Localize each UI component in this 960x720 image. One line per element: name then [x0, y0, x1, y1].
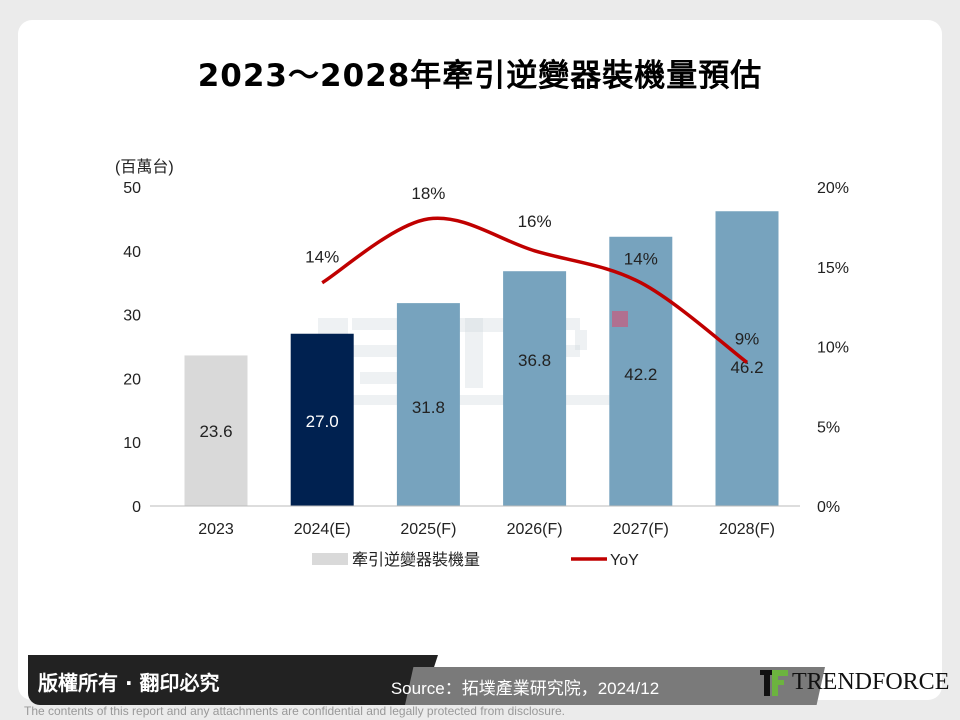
y2-tick-label: 0% [817, 499, 840, 516]
x-tick-label: 2023 [198, 521, 234, 538]
y2-tick-label: 5% [817, 419, 840, 436]
y2-tick-label: 15% [817, 260, 849, 277]
bar-2023 [184, 355, 248, 506]
logo-text: TRENDFORCE [792, 668, 950, 695]
bar-2028(F) [715, 211, 779, 506]
yoy-label: 16% [518, 212, 552, 231]
bar-2024(E) [290, 333, 354, 506]
bar-value-label: 31.8 [412, 398, 445, 417]
x-tick-label: 2028(F) [719, 521, 775, 538]
watermark-dot [612, 311, 628, 327]
x-tick-label: 2026(F) [507, 521, 563, 538]
yoy-label: 14% [624, 250, 658, 269]
x-tick-label: 2027(F) [613, 521, 669, 538]
y-tick-label: 20 [123, 371, 141, 388]
watermark-block [320, 395, 630, 405]
slide-card [18, 20, 942, 700]
y-tick-label: 50 [123, 180, 141, 197]
watermark-logo [318, 318, 630, 405]
bar-2026(F) [503, 271, 567, 506]
watermark-block [465, 318, 483, 388]
y-axis-unit: (百萬台) [115, 158, 174, 176]
footer-band [28, 655, 438, 705]
bar-value-label: 36.8 [518, 351, 551, 370]
bar-value-label: 46.2 [730, 358, 763, 377]
copyright-text: 版權所有 · 翻印必究 [38, 671, 220, 695]
x-tick-label: 2025(F) [400, 521, 456, 538]
legend-line-label: YoY [610, 552, 639, 569]
y-tick-label: 30 [123, 308, 141, 325]
source-text: Source：拓墣產業研究院，2024/12 [390, 679, 660, 698]
legend-bar-swatch [312, 553, 348, 565]
disclaimer: The contents of this report and any atta… [24, 704, 565, 718]
bar-2025(F) [396, 303, 460, 506]
yoy-label: 9% [735, 329, 760, 348]
y-tick-label: 40 [123, 244, 141, 261]
y-tick-label: 10 [123, 435, 141, 452]
bar-value-label: 23.6 [199, 422, 232, 441]
trendforce-logo: TRENDFORCE [760, 668, 949, 696]
yoy-label: 14% [305, 248, 339, 267]
yoy-line [321, 216, 749, 364]
chart-title: 2023～2028年牽引逆變器裝機量預估 [197, 58, 763, 94]
bar-value-label: 27.0 [306, 412, 339, 431]
watermark-block [575, 330, 587, 350]
y2-tick-label: 20% [817, 180, 849, 197]
yoy-label: 18% [411, 184, 445, 203]
y-tick-label: 0 [132, 499, 141, 516]
logo-mark-icon [760, 668, 788, 696]
y2-tick-label: 10% [817, 340, 849, 357]
bar-value-label: 42.2 [624, 365, 657, 384]
x-tick-label: 2024(E) [294, 521, 351, 538]
source-band [405, 667, 825, 705]
legend-bar-label: 牽引逆變器裝機量 [352, 550, 480, 569]
